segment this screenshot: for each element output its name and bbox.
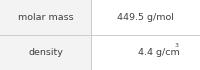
Text: density: density (28, 48, 63, 57)
Bar (0, 0, 91, 35)
Text: 4.4 g/cm: 4.4 g/cm (138, 48, 179, 57)
Text: 3: 3 (174, 43, 179, 48)
Text: molar mass: molar mass (18, 13, 73, 22)
Bar (91, 35, 200, 70)
Bar (0, 35, 91, 70)
Text: 449.5 g/mol: 449.5 g/mol (117, 13, 174, 22)
Bar (91, 0, 200, 35)
